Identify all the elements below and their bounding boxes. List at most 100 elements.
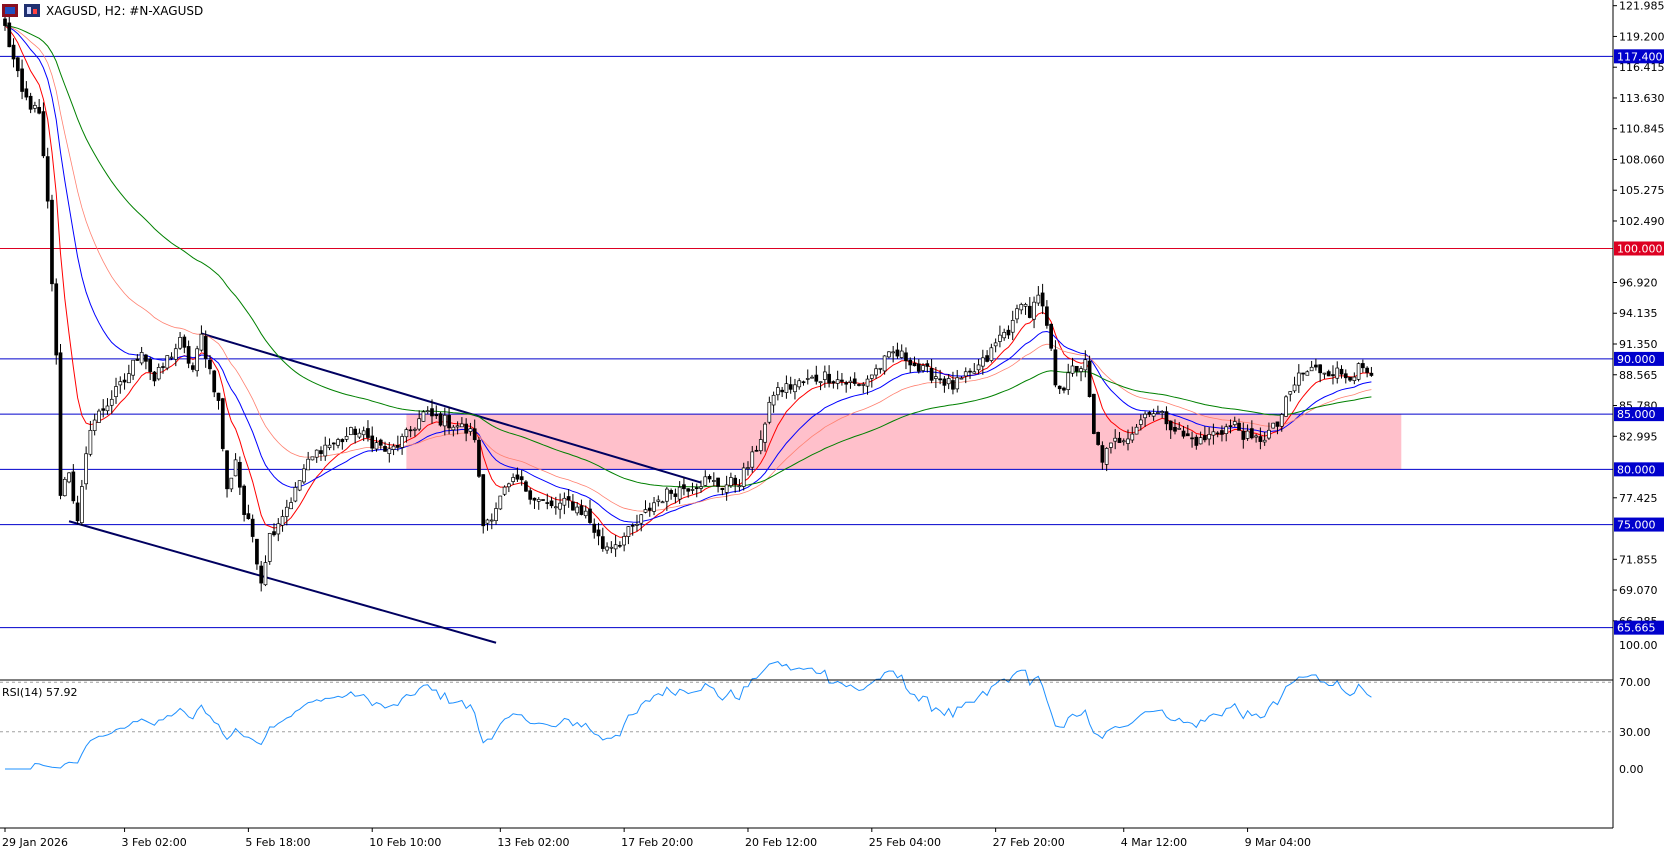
candle-body <box>434 414 439 417</box>
trendline-1[interactable] <box>201 332 702 484</box>
candle-body <box>882 355 887 372</box>
price-tick-label: 96.920 <box>1619 276 1658 289</box>
candle-body <box>729 477 733 486</box>
candle-body <box>844 382 849 385</box>
candle-body <box>1190 437 1194 440</box>
candle-body <box>122 379 127 383</box>
price-tick-label: 108.060 <box>1619 153 1665 166</box>
candle-body <box>797 380 802 388</box>
candle-body <box>682 484 686 490</box>
candle-body <box>963 371 968 377</box>
price-tag-text: 75.000 <box>1617 519 1656 532</box>
candle-body <box>541 499 545 501</box>
candle-body <box>126 373 131 384</box>
candle-body <box>929 368 934 381</box>
candle-body <box>67 472 71 483</box>
candle-body <box>1245 430 1250 439</box>
candle-body <box>1301 372 1305 375</box>
candle-body <box>430 408 434 417</box>
candle-body <box>1109 442 1113 448</box>
candle-body <box>711 480 716 482</box>
candle-body <box>178 337 182 349</box>
candle-body <box>391 445 396 450</box>
candle-body <box>289 502 293 510</box>
candle-body <box>592 523 597 533</box>
price-tag-text: 65.665 <box>1617 622 1656 635</box>
candle-body <box>891 351 896 354</box>
candle-body <box>212 370 217 393</box>
candle-body <box>1305 371 1310 376</box>
candle-body <box>1027 305 1032 318</box>
rsi-label: RSI(14) 57.92 <box>2 686 77 699</box>
candle-body <box>869 374 874 379</box>
rsi-panel <box>0 661 1613 770</box>
candle-body <box>784 383 789 393</box>
time-tick-label: 20 Feb 12:00 <box>745 836 817 848</box>
candle-body <box>1117 437 1122 443</box>
candle-body <box>378 439 383 446</box>
time-tick-label: 9 Mar 04:00 <box>1245 836 1311 848</box>
candle-body <box>788 384 793 390</box>
candle-body <box>609 546 614 549</box>
time-tick-label: 27 Feb 20:00 <box>993 836 1065 848</box>
time-tick-label: 10 Feb 10:00 <box>369 836 441 848</box>
candle-body <box>720 488 725 490</box>
candle-body <box>1254 435 1258 438</box>
trendlines[interactable] <box>68 332 702 644</box>
candle-body <box>814 374 819 382</box>
time-tick-label: 29 Jan 2026 <box>2 836 68 848</box>
candle-body <box>101 408 106 411</box>
candle-body <box>545 502 550 504</box>
symbol-header: XAGUSD, H2: #N-XAGUSD <box>2 4 203 18</box>
chart-type-icon[interactable] <box>24 4 40 17</box>
candle-body <box>374 442 379 450</box>
candle-body <box>566 496 571 501</box>
candle-body <box>656 499 661 502</box>
candle-body <box>1224 426 1229 434</box>
candle-body <box>639 514 644 524</box>
price-tags: 117.400 100.000 90.000 85.000 80.000 75.000 65… <box>1614 49 1664 635</box>
candle-body <box>946 378 951 385</box>
candle-body <box>331 442 336 445</box>
symbol-label: XAGUSD, H2: #N-XAGUSD <box>46 4 203 18</box>
price-tick-label: 82.995 <box>1619 430 1658 443</box>
price-tag-text: 80.000 <box>1617 463 1656 476</box>
candle-body <box>857 384 861 386</box>
time-tick-label: 5 Feb 18:00 <box>245 836 310 848</box>
rsi-tick-label: 70.00 <box>1619 676 1651 689</box>
candle-body <box>203 336 208 359</box>
price-tick-label: 88.565 <box>1619 369 1658 382</box>
candle-body <box>135 358 140 361</box>
candle-body <box>1352 376 1357 381</box>
trendline-2[interactable] <box>68 520 497 644</box>
candle-body <box>507 483 511 488</box>
candle-body <box>195 348 199 372</box>
candle-body <box>724 484 729 493</box>
candle-body <box>455 425 460 428</box>
candle-body <box>904 352 908 361</box>
candle-body <box>1211 431 1216 436</box>
candle-body <box>1066 372 1071 390</box>
candle-body <box>225 450 229 490</box>
candle-body <box>669 490 673 494</box>
candle-body <box>588 508 592 523</box>
candle-body <box>1168 420 1173 431</box>
candle-body <box>50 199 54 285</box>
candle-body <box>1057 385 1062 390</box>
candle-body <box>1249 428 1254 439</box>
candle-body <box>934 376 938 379</box>
candle-body <box>673 493 678 497</box>
candle-body <box>314 449 319 458</box>
price-tick-label: 77.425 <box>1619 492 1658 505</box>
price-tick-label: 113.630 <box>1619 92 1665 105</box>
candle-body <box>199 333 204 351</box>
candle-body <box>737 485 742 488</box>
candle-body <box>874 368 878 376</box>
price-tick-label: 105.275 <box>1619 184 1665 197</box>
candle-body <box>161 366 165 368</box>
candle-body <box>801 381 806 384</box>
candle-body <box>848 380 853 383</box>
candle-body <box>238 461 242 488</box>
candle-body <box>810 376 814 379</box>
